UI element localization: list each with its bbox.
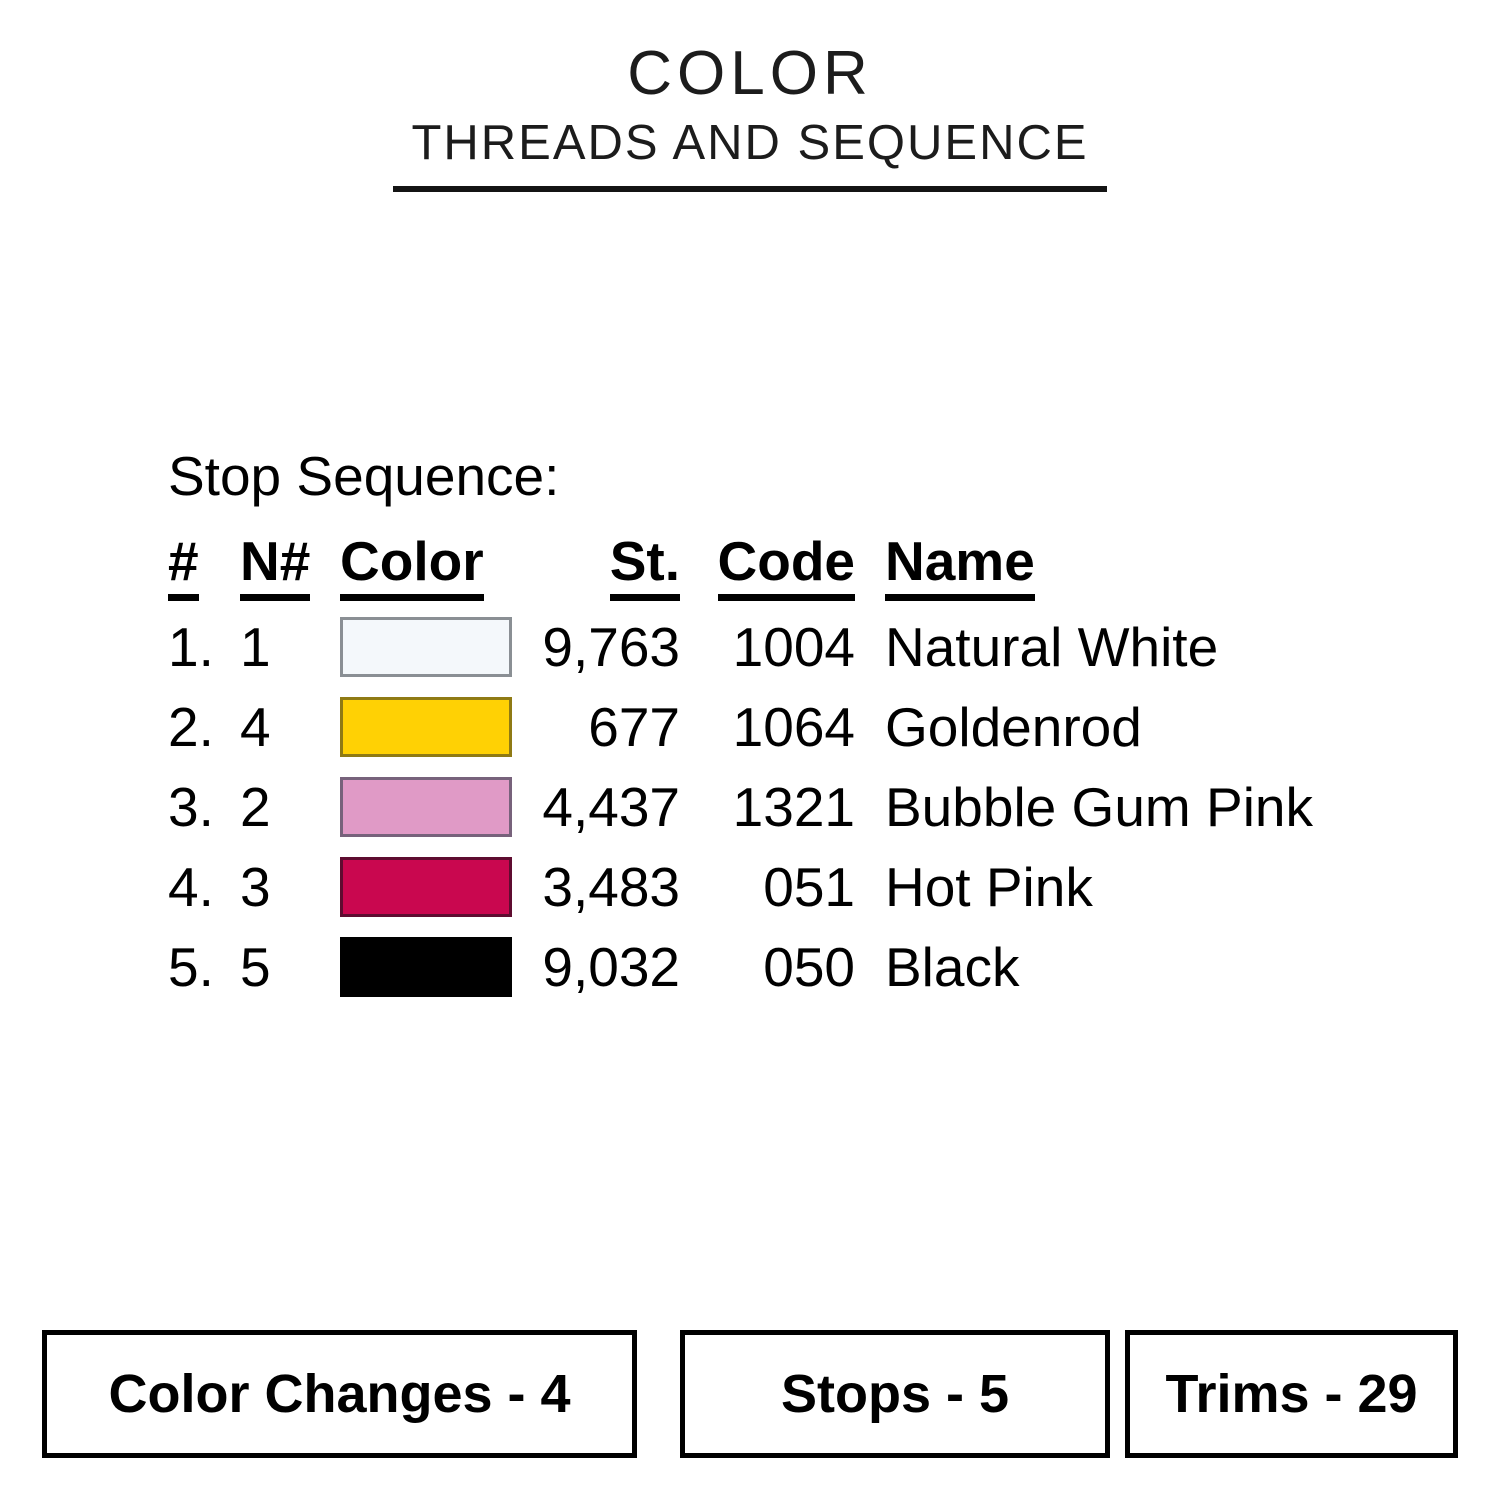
row-needle-number: 5	[240, 936, 271, 998]
stops-box: Stops - 5	[680, 1330, 1110, 1458]
row-needle-number: 3	[240, 856, 271, 918]
trims-label: Trims - 29	[1165, 1364, 1418, 1424]
title-underline	[393, 186, 1107, 192]
row-thread-code: 1321	[732, 776, 855, 838]
row-thread-code: 050	[763, 936, 855, 998]
row-sequence-number: 2.	[168, 696, 214, 758]
row-thread-code: 1004	[732, 616, 855, 678]
color-swatch	[340, 617, 512, 677]
row-thread-code: 051	[763, 856, 855, 918]
row-swatch-cell	[340, 857, 512, 917]
column-header-color: Color	[340, 532, 484, 601]
column-header-stitches-cell: St.	[512, 529, 680, 601]
row-sequence-number: 5.	[168, 936, 214, 998]
table-header-row: # N# Color St. Code Name	[168, 529, 1368, 601]
row-stitch-count: 3,483	[542, 856, 680, 918]
row-stitch-count: 4,437	[542, 776, 680, 838]
row-thread-code: 1064	[732, 696, 855, 758]
row-sequence-number: 1.	[168, 616, 214, 678]
page-title: COLOR	[627, 39, 873, 108]
column-header-seq-cell: #	[168, 529, 240, 601]
table-row: 5. 5 9,032 050 Black	[168, 927, 1368, 1007]
row-color-name: Hot Pink	[885, 856, 1093, 918]
row-swatch-cell	[340, 617, 512, 677]
column-header-color-cell: Color	[340, 529, 512, 601]
color-changes-label: Color Changes - 4	[108, 1364, 571, 1424]
table-row: 1. 1 9,763 1004 Natural White	[168, 607, 1368, 687]
row-color-name: Bubble Gum Pink	[885, 776, 1313, 838]
column-header-code: Code	[717, 532, 855, 601]
page-header: COLOR THREADS AND SEQUENCE	[0, 40, 1500, 192]
table-row: 2. 4 677 1064 Goldenrod	[168, 687, 1368, 767]
stop-sequence-heading: Stop Sequence:	[168, 445, 560, 507]
color-swatch	[340, 857, 512, 917]
row-color-name: Natural White	[885, 616, 1219, 678]
column-header-name: Name	[885, 532, 1035, 601]
table-body: 1. 1 9,763 1004 Natural White 2. 4 677 1…	[168, 607, 1368, 1007]
stop-sequence-section: Stop Sequence: # N# Color St. Code Name …	[168, 445, 1368, 1007]
row-swatch-cell	[340, 697, 512, 757]
row-stitch-count: 9,763	[542, 616, 680, 678]
row-stitch-count: 677	[588, 696, 680, 758]
row-sequence-number: 4.	[168, 856, 214, 918]
column-header-seq: #	[168, 532, 199, 601]
color-swatch	[340, 697, 512, 757]
page-subtitle: THREADS AND SEQUENCE	[411, 116, 1089, 170]
row-needle-number: 4	[240, 696, 271, 758]
color-swatch	[340, 777, 512, 837]
row-needle-number: 2	[240, 776, 271, 838]
column-header-needle-cell: N#	[240, 529, 340, 601]
row-needle-number: 1	[240, 616, 271, 678]
table-row: 4. 3 3,483 051 Hot Pink	[168, 847, 1368, 927]
column-header-name-cell: Name	[885, 529, 1368, 601]
row-swatch-cell	[340, 777, 512, 837]
trims-box: Trims - 29	[1125, 1330, 1458, 1458]
row-color-name: Black	[885, 936, 1020, 998]
row-color-name: Goldenrod	[885, 696, 1142, 758]
column-header-code-cell: Code	[680, 529, 855, 601]
color-changes-box: Color Changes - 4	[42, 1330, 637, 1458]
column-header-needle: N#	[240, 532, 311, 601]
row-stitch-count: 9,032	[542, 936, 680, 998]
row-sequence-number: 3.	[168, 776, 214, 838]
color-swatch	[340, 937, 512, 997]
column-header-stitches: St.	[609, 532, 680, 601]
row-swatch-cell	[340, 937, 512, 997]
table-row: 3. 2 4,437 1321 Bubble Gum Pink	[168, 767, 1368, 847]
stops-label: Stops - 5	[780, 1364, 1010, 1424]
